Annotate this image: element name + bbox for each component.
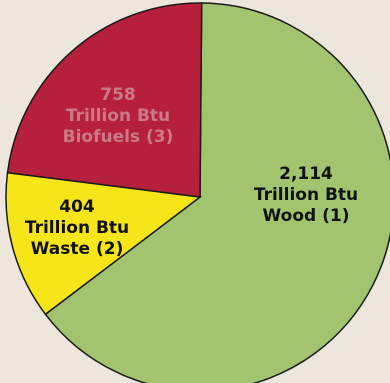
waste-label-name: Waste (2): [31, 239, 124, 259]
biofuels-label-unit: Trillion Btu: [66, 106, 170, 126]
biofuels-label-value: 758: [100, 85, 136, 105]
wood-label-unit: Trillion Btu: [254, 185, 358, 205]
pie-slice-biofuels: [6, 2, 203, 198]
pie-slice-waste: [5, 171, 202, 316]
biofuels-label-name: Biofuels (3): [63, 127, 174, 147]
pie-slices: [5, 2, 390, 383]
wood-label-value: 2,114: [279, 164, 333, 184]
pie-slice-wood: [44, 2, 390, 383]
waste-label-value: 404: [59, 197, 95, 217]
wood-label-name: Wood (1): [263, 206, 350, 226]
waste-label-unit: Trillion Btu: [25, 218, 129, 238]
